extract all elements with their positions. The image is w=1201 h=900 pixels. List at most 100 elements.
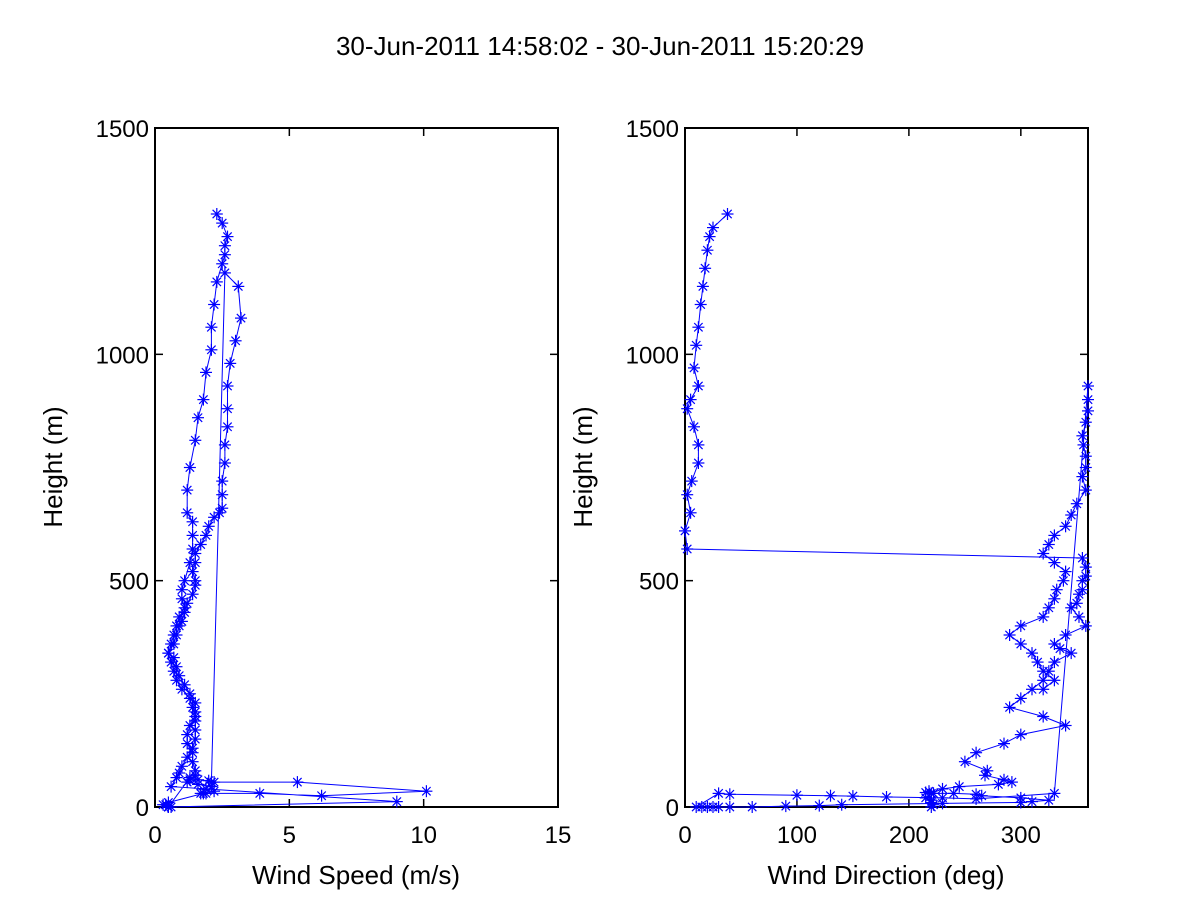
- data-point-marker: [1014, 619, 1027, 632]
- data-point-marker: [1059, 565, 1072, 578]
- data-point-marker: [692, 321, 705, 334]
- data-point-marker: [173, 610, 186, 623]
- data-point-marker: [684, 393, 697, 406]
- data-point-marker: [235, 312, 247, 325]
- data-point-marker: [178, 574, 191, 587]
- data-point-marker: [681, 488, 694, 501]
- data-point-marker: [1014, 638, 1027, 650]
- data-point-marker: [1057, 574, 1070, 587]
- axes-box: [154, 127, 559, 808]
- data-point-marker: [216, 217, 229, 230]
- data-point-marker: [253, 787, 266, 800]
- data-point-marker: [232, 280, 245, 293]
- data-point-marker: [688, 420, 700, 433]
- data-point-marker: [723, 788, 736, 801]
- data-point-marker: [707, 221, 719, 234]
- y-tick-label: 500: [639, 569, 679, 596]
- x-tick-label: 15: [545, 822, 572, 849]
- data-point-marker: [1073, 588, 1085, 601]
- x-tick-label: 5: [283, 822, 296, 849]
- data-point-marker: [958, 755, 971, 768]
- y-axis-label: Height (m): [38, 406, 68, 527]
- data-point-marker: [181, 484, 194, 497]
- data-point-marker: [221, 230, 234, 243]
- x-tick-label: 0: [148, 822, 161, 849]
- data-point-marker: [1037, 665, 1050, 678]
- data-point-marker: [790, 789, 803, 802]
- data-point-marker: [1050, 583, 1063, 596]
- data-point-marker: [1037, 547, 1050, 560]
- data-point-marker: [998, 773, 1010, 786]
- data-point-marker: [692, 457, 705, 469]
- data-point-marker: [1065, 647, 1078, 660]
- data-point-marker: [927, 787, 940, 800]
- data-point-marker: [721, 208, 734, 220]
- data-point-marker: [824, 789, 837, 802]
- data-point-marker: [1003, 629, 1016, 641]
- x-tick-label: 300: [1001, 822, 1041, 849]
- data-point-marker: [1031, 656, 1044, 669]
- data-point-marker: [1059, 719, 1072, 732]
- data-point-marker: [1076, 470, 1089, 483]
- y-tick-label: 1500: [626, 116, 679, 143]
- data-point-marker: [205, 321, 218, 334]
- data-point-marker: [690, 801, 703, 813]
- data-point-marker: [218, 248, 231, 261]
- x-tick-label: 10: [410, 822, 437, 849]
- data-point-marker: [979, 769, 991, 782]
- data-point-marker: [1079, 416, 1092, 429]
- data-point-marker: [291, 776, 304, 789]
- y-tick-label: 0: [666, 795, 679, 822]
- data-point-marker: [1026, 795, 1038, 808]
- data-point-marker: [189, 434, 202, 447]
- data-point-marker: [189, 696, 202, 709]
- data-point-marker: [178, 678, 191, 691]
- data-point-marker: [1005, 776, 1018, 789]
- data-point-marker: [181, 597, 194, 610]
- data-point-marker: [690, 339, 703, 352]
- data-point-marker: [1054, 642, 1066, 655]
- data-point-marker: [1079, 461, 1092, 474]
- data-point-marker: [1026, 683, 1038, 696]
- data-point-marker: [189, 547, 202, 560]
- tick-group: 0 5 10 15 0 500 1000 1500: [96, 116, 572, 849]
- data-point-marker: [1076, 552, 1089, 564]
- plot-area: [157, 208, 433, 813]
- data-point-marker: [167, 651, 180, 664]
- data-point-marker: [688, 361, 700, 374]
- y-tick-label: 1000: [626, 342, 679, 369]
- data-point-marker: [1014, 728, 1027, 741]
- data-point-marker: [167, 638, 180, 650]
- data-point-marker: [183, 461, 196, 474]
- y-axis-label: Height (m): [568, 406, 598, 527]
- x-axis-label: Wind Speed (m/s): [252, 860, 460, 890]
- data-point-marker: [216, 257, 229, 270]
- data-point-marker: [170, 629, 183, 641]
- y-tick-label: 0: [136, 795, 149, 822]
- data-point-marker: [1048, 556, 1061, 569]
- x-tick-label: 100: [777, 822, 817, 849]
- data-point-marker: [218, 438, 231, 451]
- data-point-marker: [218, 239, 231, 252]
- wind-speed-axes: Wind Speed (m/s) Height (m) 0 5 10 15 0 500 10…: [38, 116, 571, 890]
- data-point-marker: [1082, 380, 1094, 392]
- data-point-marker: [1073, 610, 1085, 623]
- data-point-marker: [221, 380, 234, 392]
- data-point-marker: [216, 488, 229, 501]
- data-point-marker: [681, 543, 694, 555]
- data-point-marker: [189, 733, 202, 746]
- data-point-marker: [1042, 538, 1055, 551]
- data-point-marker: [1003, 701, 1016, 714]
- figure-title: 30-Jun-2011 14:58:02 - 30-Jun-2011 15:20…: [336, 31, 864, 61]
- data-point-marker: [315, 789, 328, 802]
- data-point-marker: [1037, 683, 1050, 696]
- x-tick-label: 200: [889, 822, 929, 849]
- data-point-marker: [216, 475, 229, 488]
- data-point-marker: [208, 298, 221, 311]
- data-point-marker: [1077, 438, 1090, 451]
- data-point-marker: [221, 420, 234, 433]
- data-point-marker: [696, 280, 709, 293]
- data-point-marker: [183, 687, 196, 700]
- data-point-marker: [186, 529, 199, 542]
